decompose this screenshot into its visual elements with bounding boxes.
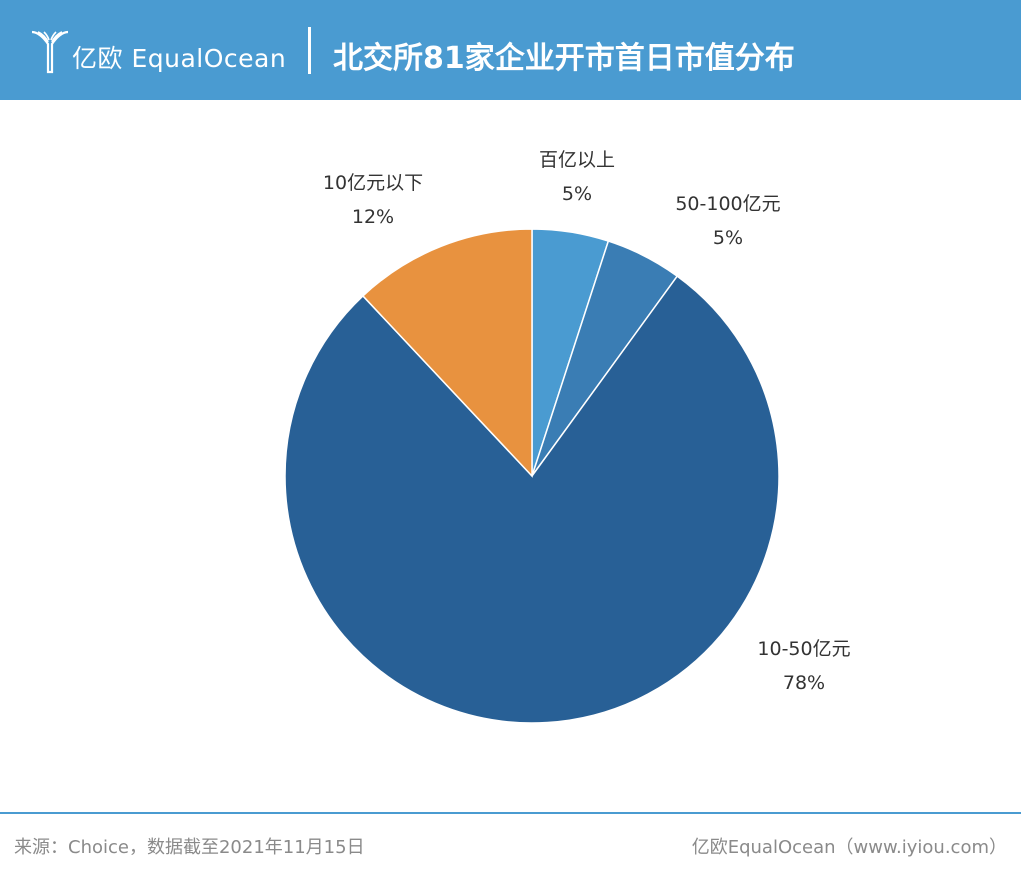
slice-label-10-50: 10-50亿元 78%	[757, 632, 850, 700]
footer-divider	[0, 812, 1021, 814]
equalocean-logo-icon	[31, 30, 69, 74]
slice-label-text: 50-100亿元	[675, 193, 781, 215]
header-bar: 亿欧 EqualOcean 北交所81家企业开市首日市值分布	[0, 0, 1021, 100]
pie-slice-under10	[361, 228, 533, 478]
slice-label-pct: 78%	[782, 672, 826, 694]
slice-label-100plus: 百亿以上 5%	[539, 143, 615, 211]
chart-title: 北交所81家企业开市首日市值分布	[333, 41, 795, 76]
slice-label-pct: 12%	[351, 206, 395, 228]
data-source: 来源：Choice，数据截至2021年11月15日	[14, 837, 365, 858]
header-divider	[308, 27, 311, 74]
slice-label-under10: 10亿元以下 12%	[323, 166, 423, 234]
pie-chart	[284, 228, 780, 724]
slice-label-pct: 5%	[561, 183, 593, 205]
slice-label-pct: 5%	[712, 227, 744, 249]
slice-label-text: 10-50亿元	[757, 638, 851, 660]
slice-label-text: 10亿元以下	[322, 172, 424, 194]
slice-label-text: 百亿以上	[538, 149, 616, 171]
pie-slice-10-50	[284, 275, 780, 724]
brand-name: 亿欧 EqualOcean	[72, 44, 287, 73]
slice-label-50-100: 50-100亿元 5%	[675, 187, 780, 255]
site-credit: 亿欧EqualOcean（www.iyiou.com）	[691, 837, 1007, 858]
